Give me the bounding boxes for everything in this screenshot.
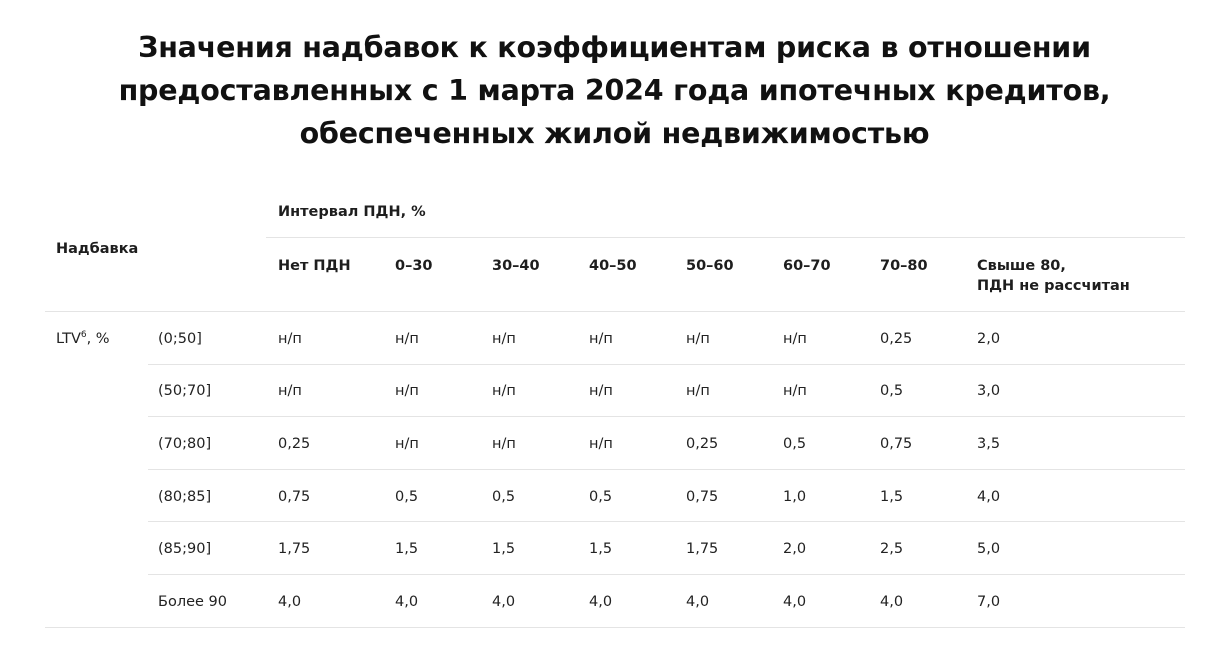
column-header: 40–50 <box>589 258 637 274</box>
table-cell: 1,75 <box>278 541 311 557</box>
table-cell: 0,75 <box>686 489 719 505</box>
group-header: Интервал ПДН, % <box>278 204 426 220</box>
table-cell: 1,5 <box>880 489 904 505</box>
table-cell: 1,5 <box>395 541 419 557</box>
table-cell: 1,75 <box>686 541 719 557</box>
row-divider <box>148 416 1185 417</box>
table-cell: 4,0 <box>783 594 807 610</box>
column-header: Свыше 80, <box>977 258 1066 274</box>
table-cell: 0,75 <box>880 436 913 452</box>
table-cell: 7,0 <box>977 594 1001 610</box>
table-cell: 4,0 <box>880 594 904 610</box>
column-header: 50–60 <box>686 258 734 274</box>
row-label: (0;50] <box>158 331 202 347</box>
table-cell: 1,5 <box>492 541 516 557</box>
row-divider <box>148 469 1185 470</box>
table-cell: н/п <box>278 383 302 399</box>
table-cell: 4,0 <box>686 594 710 610</box>
table-cell: 0,25 <box>880 331 913 347</box>
table-cell: 3,5 <box>977 436 1001 452</box>
table-cell: н/п <box>589 436 613 452</box>
row-group-label: LTV6, % <box>56 330 110 347</box>
table-cell: 3,0 <box>977 383 1001 399</box>
header-bottom-divider <box>45 311 1185 312</box>
table-cell: 0,25 <box>278 436 311 452</box>
title-line-1: Значения надбавок к коэффициентам риска … <box>138 31 1091 64</box>
column-header: 70–80 <box>880 258 928 274</box>
table-cell: 4,0 <box>977 489 1001 505</box>
column-header: 0–30 <box>395 258 433 274</box>
table-cell: 4,0 <box>395 594 419 610</box>
column-header-line-2: ПДН не рассчитан <box>977 278 1130 294</box>
row-divider <box>148 364 1185 365</box>
table-cell: н/п <box>783 331 807 347</box>
table-bottom-divider <box>45 627 1185 628</box>
table-cell: н/п <box>589 331 613 347</box>
page-title: Значения надбавок к коэффициентам риска … <box>0 26 1229 155</box>
table-cell: 1,5 <box>589 541 613 557</box>
row-label: (70;80] <box>158 436 212 452</box>
table-cell: 0,5 <box>492 489 516 505</box>
table-cell: 0,5 <box>783 436 807 452</box>
table-cell: 1,0 <box>783 489 807 505</box>
row-label: Более 90 <box>158 594 227 610</box>
row-divider <box>148 574 1185 575</box>
row-label: (50;70] <box>158 383 212 399</box>
row-label: (80;85] <box>158 489 212 505</box>
table-cell: н/п <box>492 436 516 452</box>
row-label: (85;90] <box>158 541 212 557</box>
table-cell: 0,5 <box>395 489 419 505</box>
table-cell: 4,0 <box>492 594 516 610</box>
table-cell: 4,0 <box>278 594 302 610</box>
footnote-marker: 6 <box>80 330 87 340</box>
table-cell: н/п <box>492 383 516 399</box>
table-cell: 0,5 <box>880 383 904 399</box>
table-cell: 4,0 <box>589 594 613 610</box>
table-cell: н/п <box>278 331 302 347</box>
table-cell: 0,75 <box>278 489 311 505</box>
table-cell: 2,0 <box>783 541 807 557</box>
column-header: 60–70 <box>783 258 831 274</box>
column-header: 30–40 <box>492 258 540 274</box>
table-cell: н/п <box>395 383 419 399</box>
table-cell: н/п <box>492 331 516 347</box>
table-cell: н/п <box>686 383 710 399</box>
corner-header: Надбавка <box>56 241 139 257</box>
table-cell: 2,0 <box>977 331 1001 347</box>
table-cell: н/п <box>395 436 419 452</box>
table-cell: н/п <box>589 383 613 399</box>
table-cell: 5,0 <box>977 541 1001 557</box>
header-divider <box>266 237 1185 238</box>
title-line-3: обеспеченных жилой недвижимостью <box>299 117 930 150</box>
table-cell: н/п <box>686 331 710 347</box>
row-divider <box>148 521 1185 522</box>
table-cell: 0,25 <box>686 436 719 452</box>
table-cell: 2,5 <box>880 541 904 557</box>
title-line-2: предоставленных с 1 марта 2024 года ипот… <box>118 74 1111 107</box>
table-cell: н/п <box>783 383 807 399</box>
table-cell: 0,5 <box>589 489 613 505</box>
table-cell: н/п <box>395 331 419 347</box>
column-header: Нет ПДН <box>278 258 351 274</box>
